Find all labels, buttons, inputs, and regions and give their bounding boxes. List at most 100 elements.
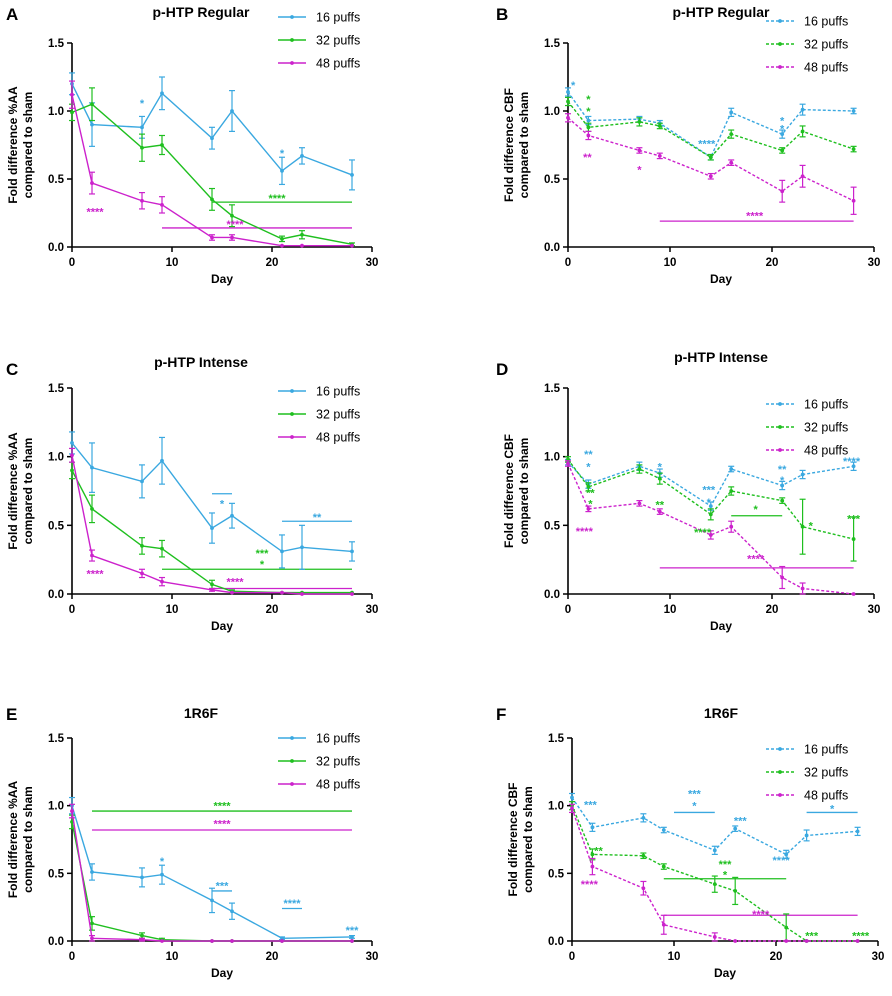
significance-label: * [780, 124, 785, 136]
data-point [800, 586, 805, 591]
y-axis-title-line: compared to sham [21, 92, 35, 199]
legend-swatch-marker [778, 793, 782, 797]
legend-swatch-marker [778, 42, 782, 46]
legend-label: 16 puffs [804, 398, 848, 412]
x-tick-label: 30 [366, 951, 379, 963]
data-point [590, 864, 595, 869]
panel-b: B p-HTP Regular 0.0 0.5 1.0 1.5 0 10 20 30 Day Fo… [446, 0, 892, 332]
legend-swatch-marker [778, 402, 782, 406]
data-point [566, 99, 570, 104]
y-axis-title-line: compared to sham [21, 438, 35, 545]
data-point [300, 153, 304, 158]
significance-label: *** [346, 925, 360, 937]
series-line [71, 805, 353, 939]
y-axis-title-line: Fold difference CBF [502, 88, 516, 202]
legend-label: 32 puffs [316, 34, 360, 48]
legend-label: 32 puffs [804, 421, 848, 435]
significance-label: * [280, 148, 285, 160]
data-point [729, 524, 734, 529]
legend-label: 16 puffs [316, 11, 360, 25]
data-point [350, 243, 354, 248]
data-point [160, 546, 164, 551]
series-line [571, 808, 858, 942]
y-tick-label: 1.0 [548, 801, 564, 813]
data-point [800, 472, 805, 477]
y-tick-label: 1.0 [48, 106, 64, 118]
panel-letter: A [6, 5, 19, 24]
data-point [210, 582, 214, 587]
data-point [733, 826, 738, 831]
data-point [210, 136, 214, 141]
data-point [851, 464, 856, 469]
data-point [300, 232, 304, 237]
legend-label: 48 puffs [316, 778, 360, 792]
data-point [661, 864, 666, 869]
data-point [230, 513, 234, 518]
data-point [657, 124, 662, 128]
significance-label: *** [847, 513, 861, 525]
data-point [570, 806, 574, 811]
data-point [350, 549, 354, 554]
significance-label: * [586, 106, 591, 118]
data-point [586, 484, 591, 489]
x-axis-title: Day [710, 272, 732, 286]
x-tick-label: 20 [766, 257, 779, 269]
significance-label: **** [86, 568, 104, 580]
legend-label: 16 puffs [316, 732, 360, 746]
data-point [210, 898, 214, 903]
y-tick-label: 0.5 [544, 174, 561, 186]
panel-f: F 1R6F 0.0 0.5 1.0 1.5 0 10 20 30 Day Fold differ… [446, 664, 892, 996]
data-point [570, 795, 574, 800]
data-point [855, 939, 860, 943]
x-tick-label: 30 [366, 257, 379, 269]
data-point [784, 939, 789, 943]
data-point [637, 119, 642, 124]
data-point [784, 925, 789, 930]
data-point [586, 125, 591, 130]
data-point [140, 125, 144, 130]
x-axis-title: Day [211, 966, 233, 980]
data-point [657, 509, 662, 514]
data-point [70, 453, 74, 458]
legend-label: 32 puffs [804, 766, 848, 780]
significance-label: ** [586, 487, 595, 499]
y-tick-label: 0.0 [544, 589, 560, 601]
legend-swatch-marker [290, 412, 294, 416]
data-point [800, 107, 805, 112]
legend-swatch-marker [290, 782, 294, 786]
significance-label: ** [594, 845, 603, 857]
y-tick-label: 1.0 [544, 452, 560, 464]
series-line [571, 805, 858, 942]
y-axis-title-line: Fold difference %AA [6, 432, 20, 550]
data-point [140, 933, 144, 938]
panel-letter: F [496, 705, 507, 724]
data-point [586, 506, 591, 511]
data-point [140, 479, 144, 484]
legend-label: 32 puffs [316, 755, 360, 769]
data-point [590, 852, 595, 857]
legend-swatch-marker [778, 448, 782, 452]
x-tick-label: 10 [668, 951, 681, 963]
x-tick-label: 0 [69, 257, 75, 269]
significance-label: **** [576, 526, 594, 538]
data-point [708, 533, 713, 537]
data-point [210, 235, 214, 240]
data-point [637, 467, 642, 471]
data-point [280, 590, 284, 595]
legend-swatch-marker [290, 736, 294, 740]
significance-label: ** [584, 449, 593, 461]
x-tick-label: 10 [664, 604, 677, 616]
data-point [780, 498, 785, 503]
data-point [708, 155, 713, 160]
data-point [566, 115, 570, 120]
series-line [567, 463, 854, 595]
significance-label: *** [584, 799, 598, 811]
legend-swatch-marker [290, 15, 294, 19]
significance-label: **** [283, 898, 301, 910]
y-axis-title: Fold difference CBFcompared to sham [502, 434, 531, 548]
series-line [567, 91, 854, 159]
data-point [851, 198, 856, 203]
data-point [70, 468, 74, 473]
significance-label: * [780, 116, 785, 128]
data-point [566, 90, 570, 94]
